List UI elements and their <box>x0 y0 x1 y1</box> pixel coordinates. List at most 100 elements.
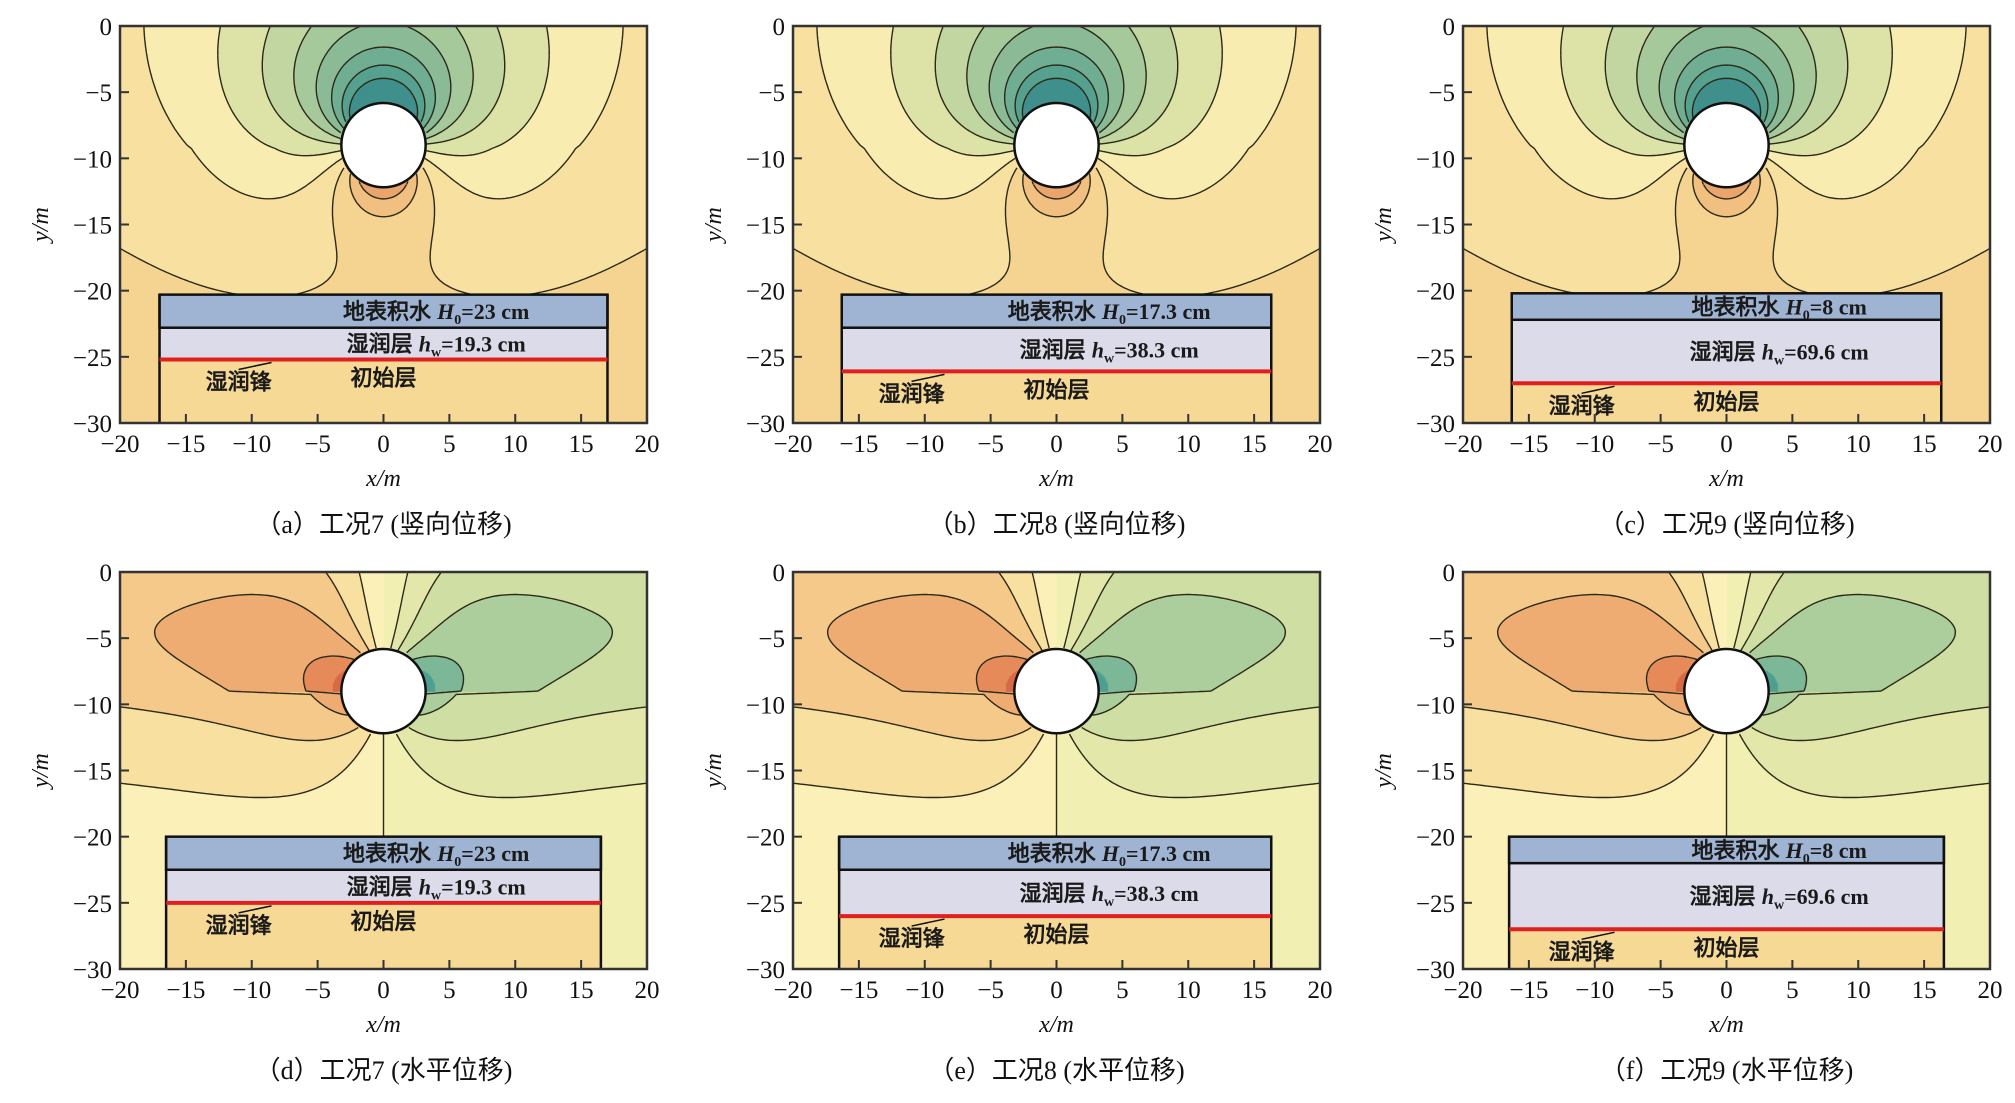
contour-line-15 <box>826 593 1034 716</box>
x-tick-label: 0 <box>377 977 390 1004</box>
x-tick-label: 15 <box>1242 431 1267 458</box>
contour-line--35 <box>1014 64 1099 123</box>
wet-text-symbol: h <box>1092 881 1104 906</box>
y-tick-label: −5 <box>1428 80 1455 107</box>
water-text-value: =17.3 cm <box>1126 841 1211 866</box>
contour-line--10 <box>396 571 648 742</box>
x-tick-label: −20 <box>100 431 139 458</box>
x-tick-label: 0 <box>377 431 390 458</box>
initial-layer <box>166 902 601 969</box>
water-text-symbol: H <box>1785 838 1804 863</box>
contour-line--10 <box>1069 571 1321 742</box>
wet-text-value: =69.6 cm <box>1784 340 1869 365</box>
x-tick-label: −5 <box>1647 431 1674 458</box>
contour-line-20 <box>975 655 1028 695</box>
x-tick-label: −15 <box>839 977 878 1004</box>
panel-caption: （d）工况7 (水平位移) <box>255 1056 513 1085</box>
wet-text-symbol: h <box>419 332 431 357</box>
x-tick-label: 5 <box>1116 431 1129 458</box>
wet-text-symbol: h <box>1092 338 1104 363</box>
x-tick-label: 5 <box>1786 431 1799 458</box>
x-tick-label: −15 <box>1509 977 1548 1004</box>
x-tick-label: −5 <box>977 431 1004 458</box>
x-tick-label: 0 <box>1720 431 1733 458</box>
initial-layer-label: 初始层 <box>350 909 416 934</box>
wet-text-symbol: h <box>419 874 431 899</box>
wet-text: 湿润层 hw=38.3 cm <box>1020 338 1199 367</box>
contour-line--20 <box>1755 655 1808 695</box>
panel-e: 地表积水 H0=17.3 cm 湿润层 hw=38.3 cm 湿润锋 初始层 −20 −15−… <box>673 546 1353 1091</box>
x-tick-label: −10 <box>232 431 271 458</box>
x-tick-label: −20 <box>1443 431 1482 458</box>
water-text: 地表积水 H0=8 cm <box>1692 295 1867 324</box>
water-text-symbol: H <box>436 299 455 324</box>
x-tick-label: 10 <box>1176 977 1201 1004</box>
water-text-value: =23 cm <box>461 841 529 866</box>
panel-caption: （b）工况8 (竖向位移) <box>928 510 1186 539</box>
water-text: 地表积水 H0=8 cm <box>1692 838 1867 867</box>
wet-text-label: 湿润层 <box>1020 881 1086 906</box>
wet-text-label: 湿润层 <box>347 332 413 357</box>
contour-line--10 <box>1739 571 1991 742</box>
water-text-subscript: 0 <box>454 855 461 870</box>
panel-a: 地表积水 H0=23 cm 湿润层 hw=19.3 cm 湿润锋 初始层 −20 −15 −10… <box>0 0 680 545</box>
water-text-value: =17.3 cm <box>1126 299 1211 324</box>
wet-text-subscript: w <box>1104 352 1115 367</box>
wet-text-value: =19.3 cm <box>441 332 526 357</box>
contour-line--5 <box>143 25 624 200</box>
contour-line--35 <box>1684 64 1769 123</box>
x-axis-label: x/m <box>365 1012 401 1038</box>
y-tick-label: −10 <box>746 692 785 719</box>
y-tick-label: 0 <box>1443 560 1456 587</box>
x-tick-label: −10 <box>905 977 944 1004</box>
wet-text-symbol: h <box>1762 884 1774 909</box>
water-text-symbol: H <box>1101 841 1120 866</box>
wet-text: 湿润层 hw=19.3 cm <box>347 874 526 903</box>
wet-text-subscript: w <box>1104 895 1115 910</box>
wet-text-subscript: w <box>431 346 442 361</box>
x-tick-label: 20 <box>1978 431 2003 458</box>
contour-line--20 <box>1636 25 1817 140</box>
panel-f: 地表积水 H0=8 cm 湿润层 hw=69.6 cm 湿润锋 初始层 −20 −15 −10−… <box>1343 546 2015 1091</box>
y-tick-label: −20 <box>73 279 112 306</box>
y-tick-label: 0 <box>100 560 113 587</box>
contour-line--5 <box>1063 571 1321 799</box>
water-text-symbol: H <box>436 841 455 866</box>
initial-layer-label: 初始层 <box>1693 389 1759 414</box>
water-text: 地表积水 H0=17.3 cm <box>1008 299 1211 328</box>
y-tick-label: −25 <box>73 345 112 372</box>
wetting-front-label: 湿润锋 <box>1549 939 1616 964</box>
contour-line--15 <box>261 25 506 145</box>
water-text-symbol: H <box>1101 299 1120 324</box>
y-tick-label: −10 <box>73 692 112 719</box>
y-tick-label: −25 <box>1416 345 1455 372</box>
x-tick-label: −20 <box>773 431 812 458</box>
x-tick-label: −5 <box>1647 977 1674 1004</box>
y-tick-label: −20 <box>1416 279 1455 306</box>
y-tick-label: −20 <box>746 279 785 306</box>
x-tick-label: 15 <box>1912 431 1937 458</box>
water-text-subscript: 0 <box>1803 309 1810 324</box>
tunnel-circle <box>340 101 427 189</box>
front-arrow <box>1581 931 1615 941</box>
x-tick-label: 15 <box>1912 977 1937 1004</box>
contour-line--40 <box>1021 77 1092 119</box>
contour-line--40 <box>348 77 419 119</box>
water-text-symbol: H <box>1785 295 1804 320</box>
front-arrow <box>238 905 272 914</box>
contour-line--40 <box>1691 77 1762 119</box>
x-axis-label: x/m <box>1708 466 1744 492</box>
y-tick-label: −30 <box>746 411 785 438</box>
contour-line--15 <box>1749 593 1957 716</box>
y-axis-label: y/m <box>701 207 727 244</box>
water-text-subscript: 0 <box>1803 852 1810 867</box>
contour-line--5 <box>1733 571 1991 799</box>
y-tick-label: −5 <box>758 626 785 653</box>
x-axis-label: x/m <box>1038 1012 1074 1038</box>
water-text-value: =23 cm <box>461 299 529 324</box>
layer-diagram: 地表积水 H0=23 cm 湿润层 hw=19.3 cm 湿润锋 初始层 <box>164 835 603 969</box>
contour-line--25 <box>988 25 1125 134</box>
y-tick-label: −15 <box>1416 213 1455 240</box>
